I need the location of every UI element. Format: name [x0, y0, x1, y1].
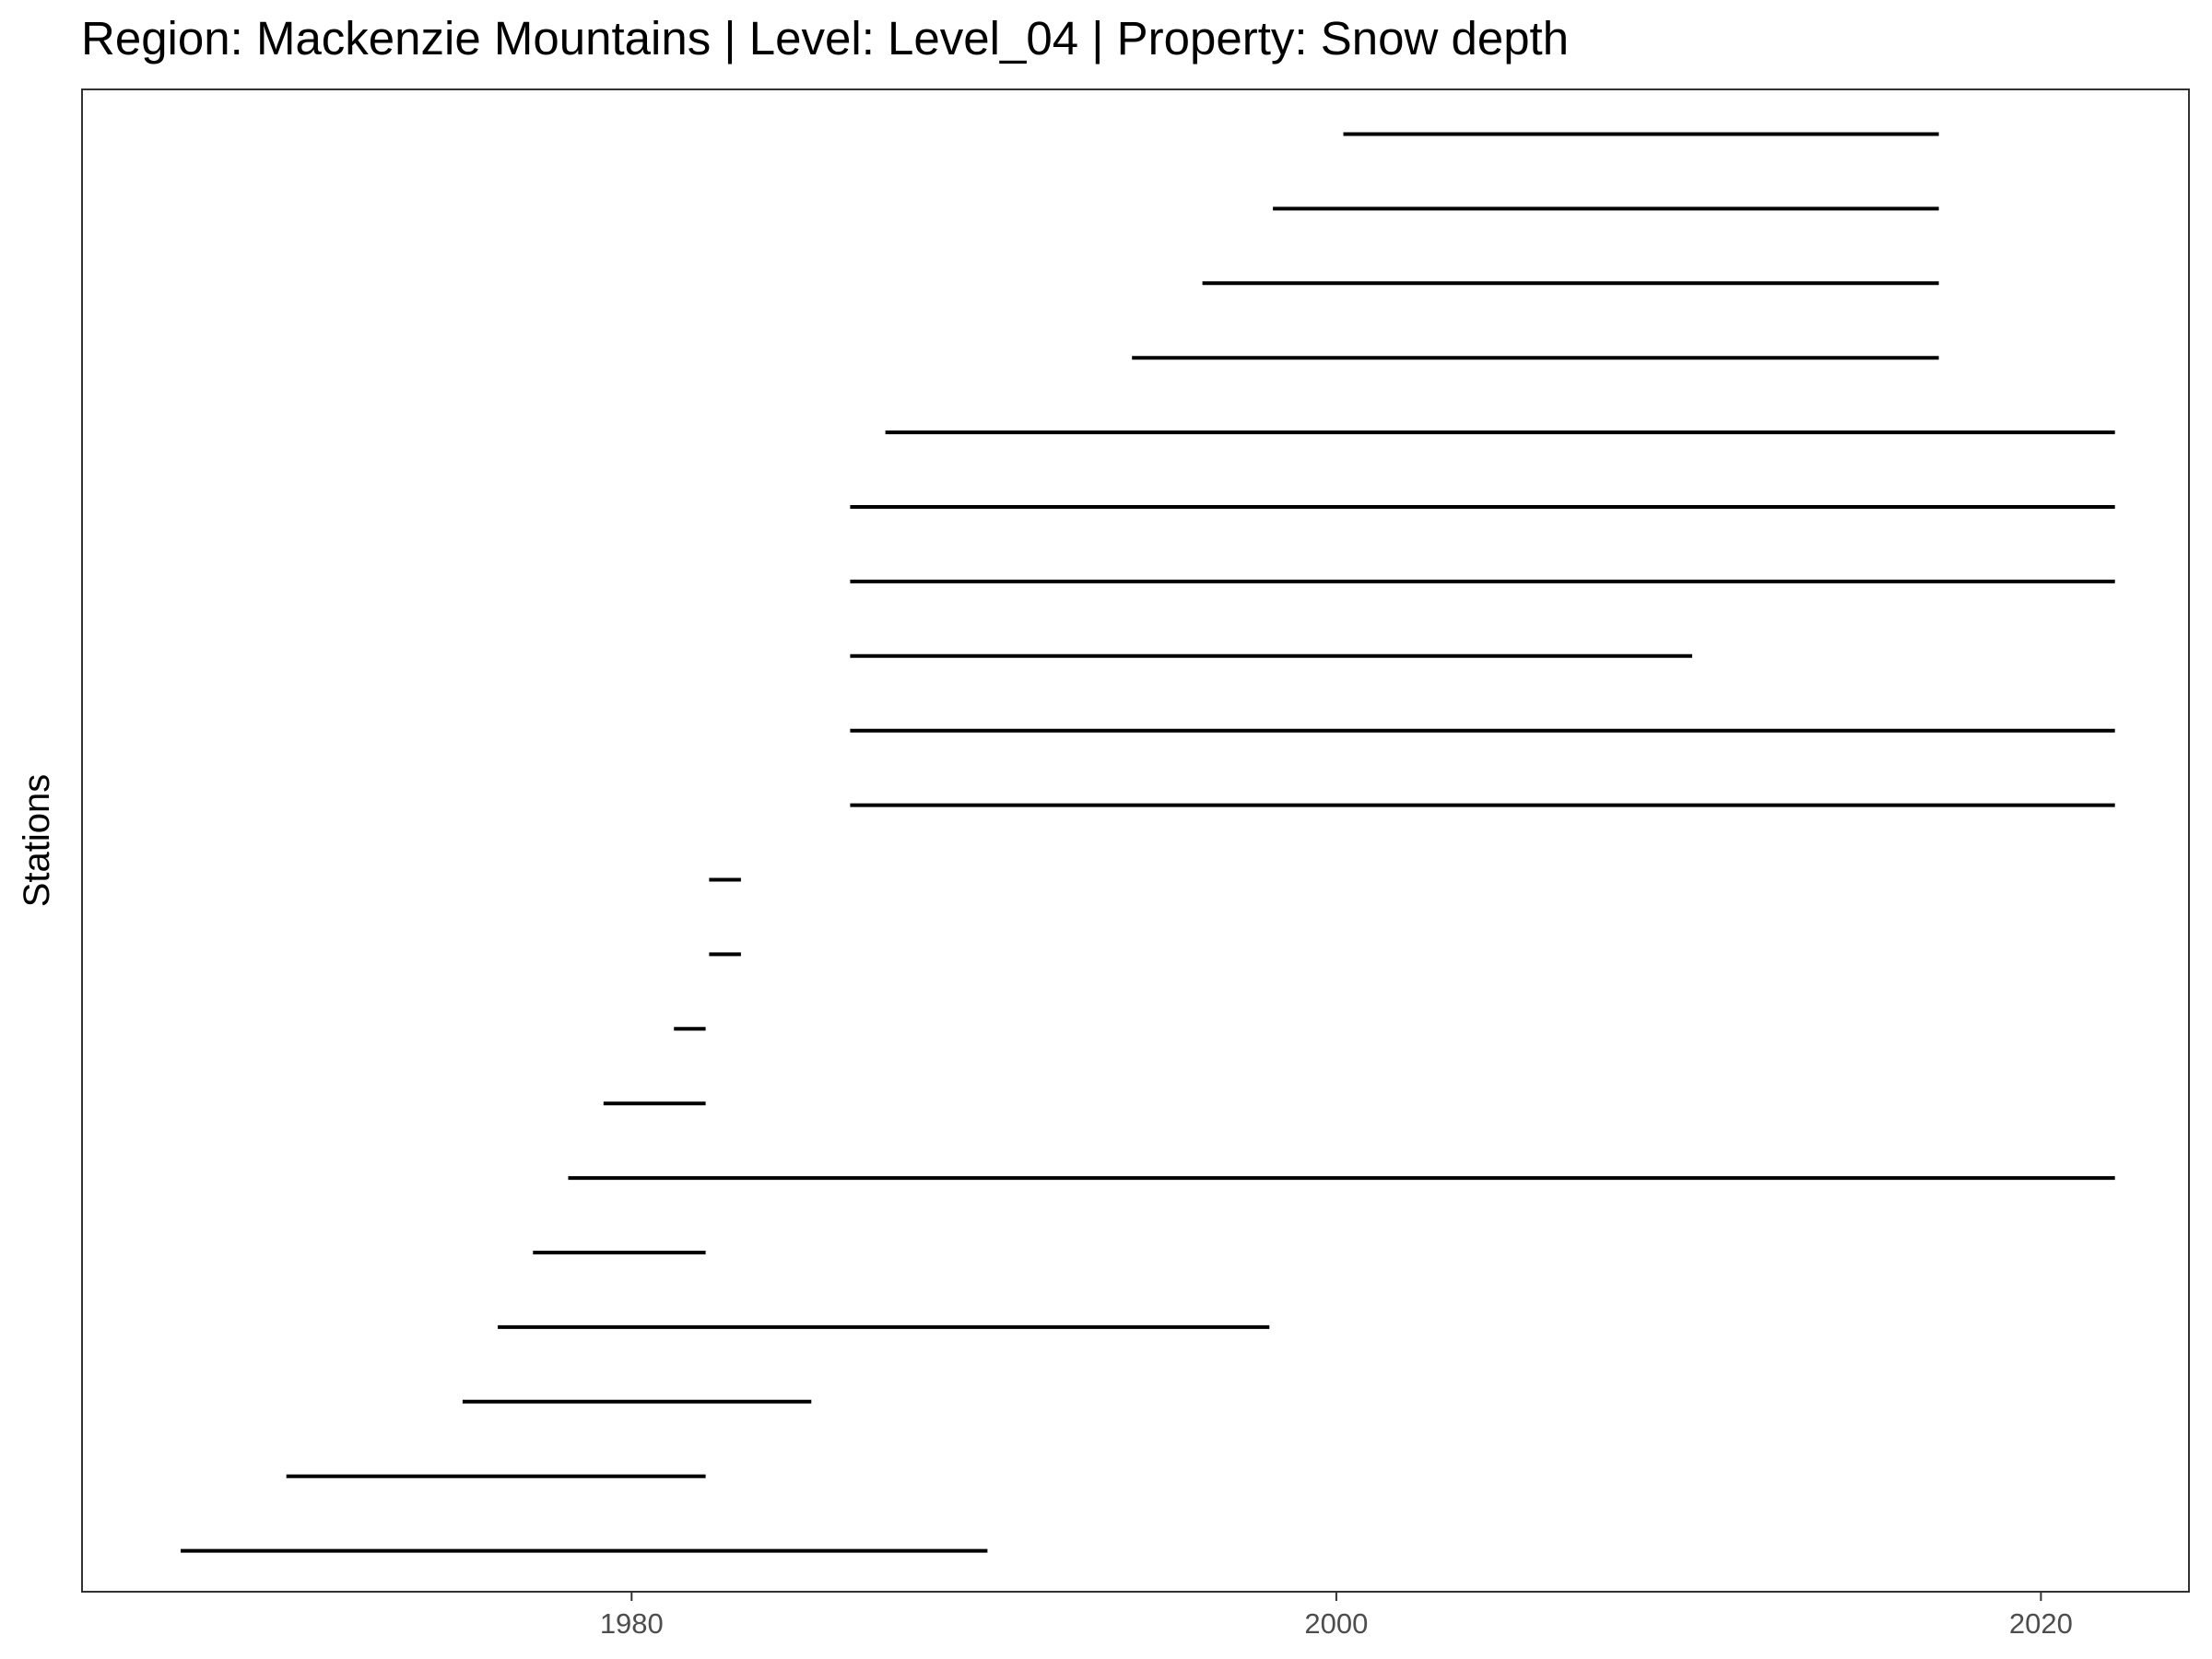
- y-axis-label: Stations: [17, 774, 57, 908]
- plot-panel: [81, 88, 2190, 1593]
- x-tick-label-2020: 2020: [2009, 1607, 2073, 1640]
- segments-group: [181, 132, 2115, 1553]
- chart-title: Region: Mackenzie Mountains | Level: Lev…: [81, 12, 1569, 65]
- x-tick-label-1980: 1980: [600, 1607, 664, 1640]
- x-axis: 1980 2000 2020: [600, 1592, 2073, 1640]
- x-tick-label-2000: 2000: [1304, 1607, 1368, 1640]
